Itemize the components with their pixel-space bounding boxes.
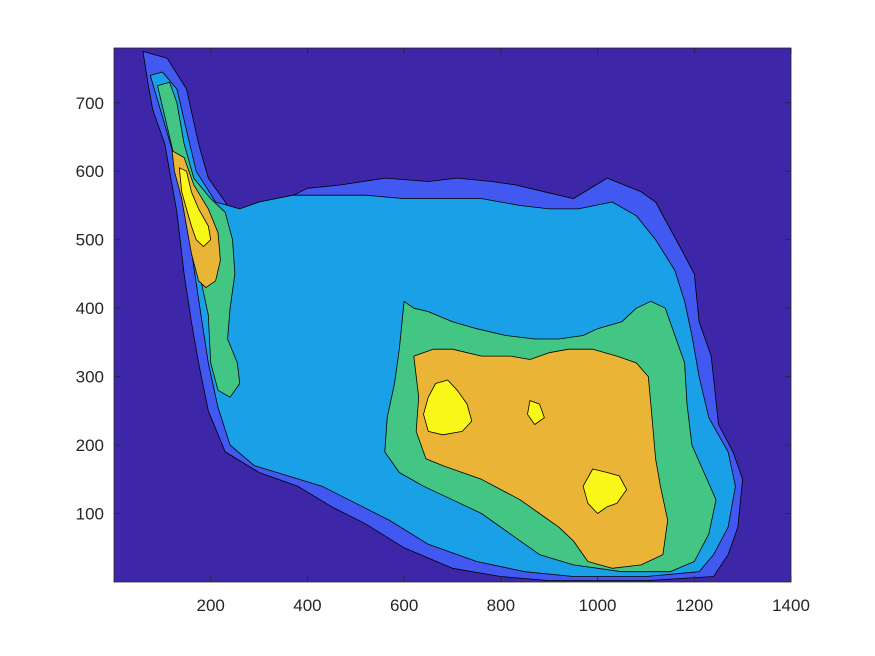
contour-region-level-5-6 bbox=[178, 167, 212, 247]
contour-region-level-4-5 bbox=[413, 348, 669, 569]
plot-area bbox=[114, 48, 791, 582]
y-tick-label: 100 bbox=[76, 505, 104, 524]
x-tick-label: 1200 bbox=[675, 596, 713, 615]
x-tick-label: 600 bbox=[390, 596, 418, 615]
x-tick-label: 200 bbox=[197, 596, 225, 615]
y-tick-label: 200 bbox=[76, 436, 104, 455]
y-tick-label: 700 bbox=[76, 94, 104, 113]
x-tick-label: 1400 bbox=[772, 596, 810, 615]
x-tick-label: 800 bbox=[487, 596, 515, 615]
plot-frame bbox=[113, 47, 792, 583]
y-tick-label: 600 bbox=[76, 162, 104, 181]
y-tick-label: 400 bbox=[76, 299, 104, 318]
y-tick-label: 500 bbox=[76, 231, 104, 250]
contour-region-level-5-7 bbox=[423, 379, 473, 436]
x-axis: 200 400 600 800 1000 1200 1400 bbox=[197, 48, 810, 615]
contour-region-level-5-9 bbox=[582, 468, 627, 514]
contour-region-level-5-8 bbox=[527, 400, 545, 425]
x-tick-label: 400 bbox=[293, 596, 321, 615]
y-axis: 100 200 300 400 500 600 700 bbox=[76, 94, 791, 524]
x-tick-label: 1000 bbox=[579, 596, 617, 615]
y-tick-label: 300 bbox=[76, 368, 104, 387]
